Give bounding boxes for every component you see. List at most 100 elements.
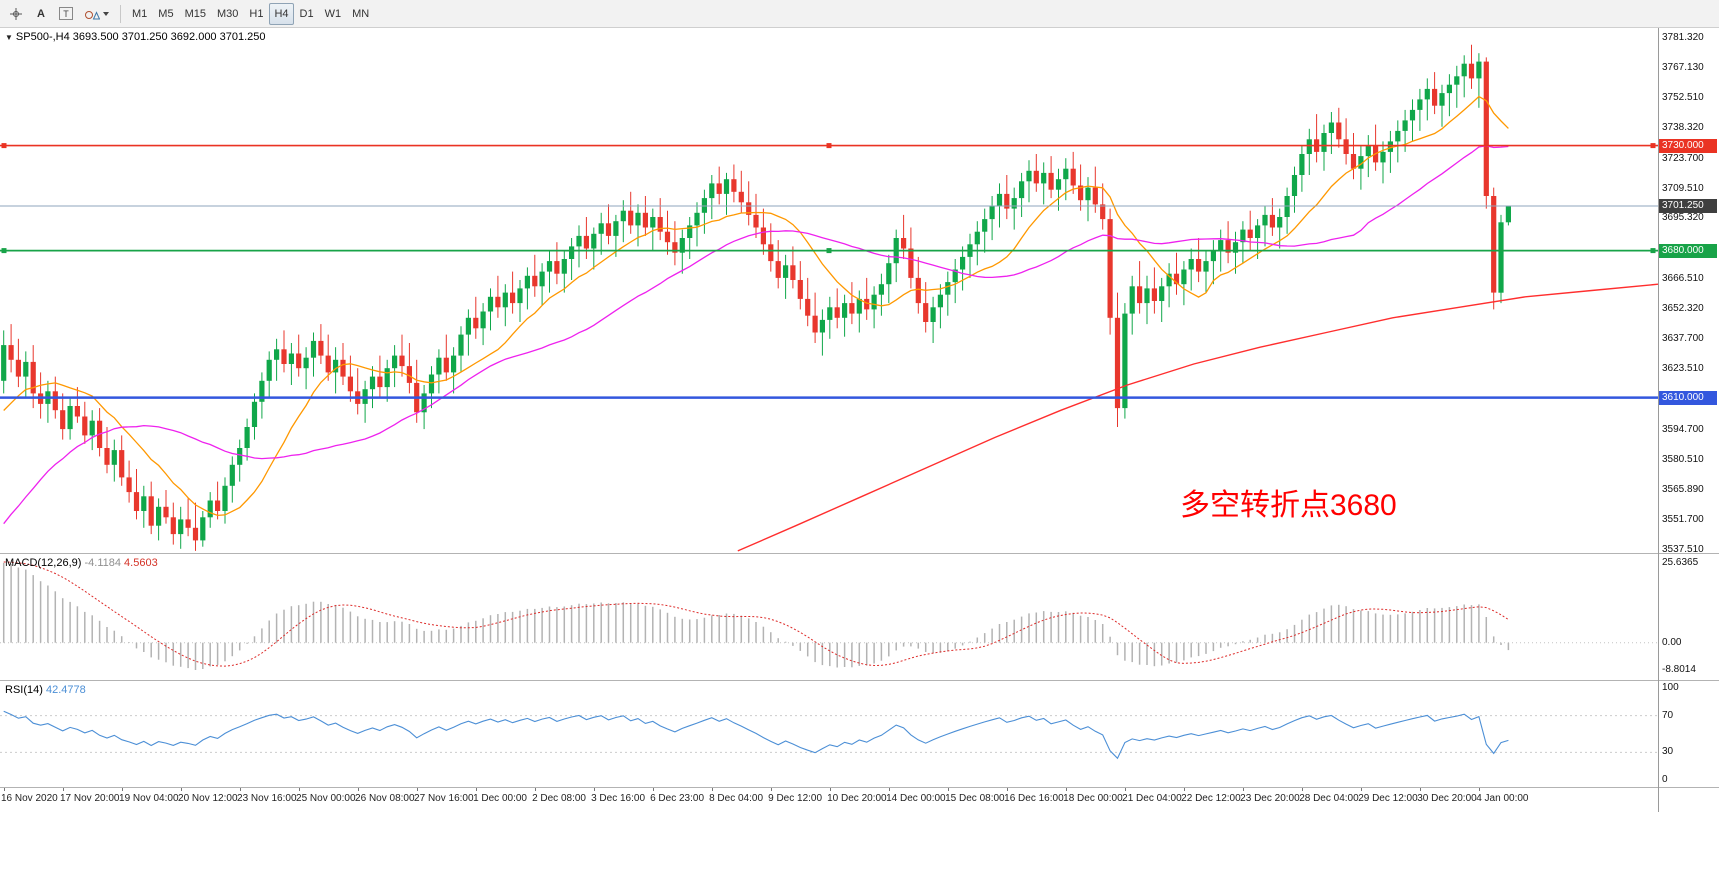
time-label: 14 Dec 00:00	[886, 793, 946, 804]
time-label: 27 Nov 16:00	[414, 793, 474, 804]
line-handle[interactable]	[1, 248, 7, 254]
time-label: 4 Jan 00:00	[1476, 793, 1529, 804]
time-label: 18 Dec 00:00	[1063, 793, 1123, 804]
price-axis[interactable]: 3781.320 3767.130 3752.510 3738.320 3723.700…	[1659, 28, 1719, 553]
macd-axis-tick: 25.6365	[1662, 556, 1699, 568]
time-tick	[475, 788, 477, 791]
price-tick: 3767.130	[1662, 61, 1704, 73]
price-tag-bid-price: 3701.250	[1659, 198, 1717, 213]
time-tick	[180, 788, 182, 791]
price-tag-support-3610: 3610.000	[1659, 390, 1717, 405]
crosshair-icon	[10, 7, 22, 20]
time-tick	[1360, 788, 1362, 791]
timeframe-button-mn[interactable]: MN	[352, 7, 370, 20]
timeframe-button-m1[interactable]: M1	[132, 7, 148, 20]
time-label: 19 Nov 04:00	[119, 793, 179, 804]
rsi-axis-tick: 70	[1662, 709, 1674, 721]
toolbar-separator	[120, 4, 121, 23]
time-label: 25 Nov 00:00	[296, 793, 356, 804]
line-handle[interactable]	[1650, 248, 1656, 254]
toolbar: A T M1 M5 M15 M30 H1 H4 D1 W1 MN	[0, 0, 1719, 28]
timeframe-group: M1 M5 M15 M30 H1 H4 D1 W1 MN	[127, 2, 374, 25]
timeframe-button-h4[interactable]: H4	[269, 2, 294, 25]
line-handle[interactable]	[1650, 143, 1656, 149]
time-tick	[770, 788, 772, 791]
time-tick	[239, 788, 241, 791]
price-tick: 3537.510	[1662, 543, 1704, 553]
time-tick	[62, 788, 64, 791]
panel-separator[interactable]	[0, 680, 1719, 681]
rsi-axis-tick: 0	[1662, 774, 1668, 785]
macd-label: MACD(12,26,9) -4.1184 4.5603	[5, 557, 158, 569]
macd-main-value: -4.1184	[84, 557, 121, 569]
panel-separator[interactable]	[0, 787, 1719, 788]
text-label-tool-button[interactable]: T	[54, 3, 78, 25]
time-label: 15 Dec 08:00	[945, 793, 1005, 804]
timeframe-button-d1[interactable]: D1	[299, 7, 314, 20]
line-handle[interactable]	[1, 143, 7, 149]
price-tag-resistance-3730: 3730.000	[1659, 138, 1717, 153]
rsi-value: 42.4778	[45, 684, 86, 696]
time-label: 2 Dec 08:00	[532, 793, 586, 804]
time-tick	[947, 788, 949, 791]
panel-separator[interactable]	[0, 553, 1719, 554]
time-label: 1 Dec 00:00	[473, 793, 527, 804]
price-tick: 3623.510	[1662, 363, 1704, 375]
price-tick: 3695.320	[1662, 212, 1704, 224]
macd-signal-value: 4.5603	[124, 557, 158, 569]
timeframe-button-m15[interactable]: M15	[184, 7, 206, 20]
time-tick	[711, 788, 713, 791]
candlestick-chart[interactable]	[0, 28, 1658, 553]
time-label: 29 Dec 12:00	[1358, 793, 1418, 804]
price-tick: 3580.510	[1662, 453, 1704, 465]
time-label: 9 Dec 12:00	[768, 793, 823, 804]
price-tick: 3637.700	[1662, 333, 1704, 345]
price-tick: 3738.320	[1662, 122, 1704, 134]
text-tool-button[interactable]: A	[37, 7, 45, 20]
time-label: 30 Dec 20:00	[1417, 793, 1477, 804]
rsi-panel[interactable]: RSI(14) 42.4778	[0, 681, 1658, 787]
time-label: 20 Nov 12:00	[178, 793, 238, 804]
time-tick	[593, 788, 595, 791]
timeframe-button-m30[interactable]: M30	[216, 7, 239, 20]
time-tick	[1065, 788, 1067, 791]
time-label: 16 Dec 16:00	[1004, 793, 1064, 804]
price-tag-support-3680: 3680.000	[1659, 243, 1717, 258]
time-label: 17 Nov 20:00	[60, 793, 120, 804]
text-annotation[interactable]: 多空转折点3680	[1180, 489, 1397, 522]
main-chart-area[interactable]: ▼ SP500-,H4 3693.500 3701.250 3692.000 37…	[0, 28, 1658, 553]
time-tick	[888, 788, 890, 791]
collapse-arrow-icon[interactable]: ▼	[5, 33, 13, 42]
time-axis[interactable]: 16 Nov 2020 17 Nov 20:00 19 Nov 04:00 20 No…	[0, 788, 1658, 812]
rsi-axis[interactable]: 100 70 30 0	[1659, 681, 1719, 787]
time-tick	[534, 788, 536, 791]
time-label: 28 Dec 04:00	[1299, 793, 1359, 804]
rsi-axis-tick: 100	[1662, 682, 1679, 693]
timeframe-button-m5[interactable]: M5	[158, 7, 174, 20]
price-tick: 3565.890	[1662, 484, 1704, 496]
time-tick	[1419, 788, 1421, 791]
price-tick: 3666.510	[1662, 272, 1704, 284]
time-tick	[298, 788, 300, 791]
price-tick: 3652.320	[1662, 302, 1704, 314]
time-tick	[1478, 788, 1480, 791]
shapes-icon	[85, 10, 100, 19]
price-tick: 3709.510	[1662, 182, 1704, 194]
time-tick	[1183, 788, 1185, 791]
price-tick: 3781.320	[1662, 31, 1704, 43]
time-label: 26 Nov 08:00	[355, 793, 415, 804]
line-handle[interactable]	[826, 248, 832, 254]
shapes-dropdown-button[interactable]	[79, 3, 114, 25]
macd-panel[interactable]: MACD(12,26,9) -4.1184 4.5603	[0, 554, 1658, 680]
axis-separator[interactable]	[1658, 28, 1659, 812]
price-tick: 3594.700	[1662, 423, 1704, 435]
timeframe-button-w1[interactable]: W1	[324, 7, 342, 20]
timeframe-button-h1[interactable]: H1	[249, 7, 264, 20]
time-tick	[416, 788, 418, 791]
crosshair-tool-button[interactable]	[4, 3, 28, 25]
time-tick	[1006, 788, 1008, 791]
macd-axis[interactable]: 25.6365 0.00 -8.8014	[1659, 554, 1719, 680]
time-label: 21 Dec 04:00	[1122, 793, 1182, 804]
line-handle[interactable]	[826, 143, 832, 149]
